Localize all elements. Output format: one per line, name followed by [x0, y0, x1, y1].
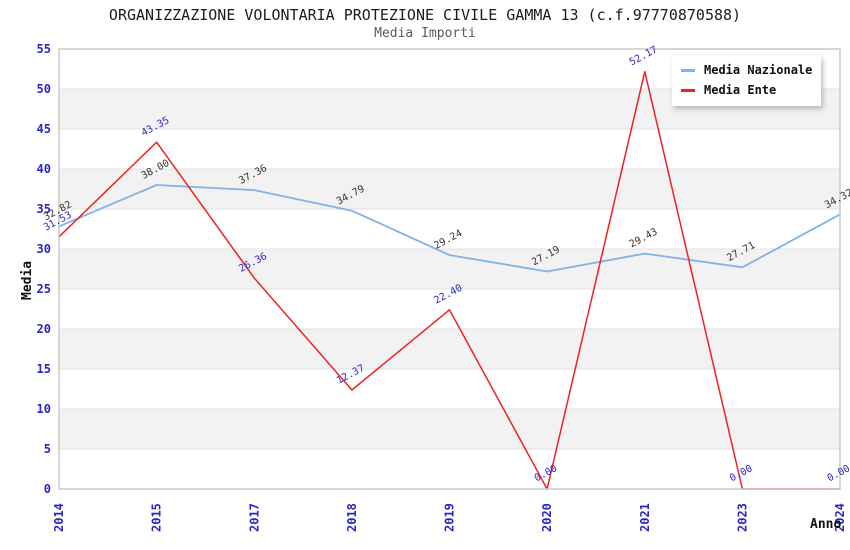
data-label-media-ente: 52.17: [628, 44, 660, 68]
data-label-media-ente: 0.00: [533, 463, 559, 484]
series-line-media-ente: [58, 70, 841, 490]
x-tick-label: 2024: [833, 503, 847, 532]
chart-subtitle: Media Importi: [374, 26, 476, 41]
grid-band: [59, 329, 840, 369]
y-tick-label: 50: [37, 82, 51, 96]
x-tick-label: 2019: [443, 503, 457, 532]
legend-entry-media-ente: Media Ente: [681, 80, 812, 100]
x-axis-title: Anno: [810, 517, 842, 532]
legend-label: Media Nazionale: [704, 63, 813, 77]
y-tick-label: 35: [37, 202, 51, 216]
x-tick-label: 2018: [345, 503, 359, 532]
y-tick-label: 40: [37, 162, 51, 176]
legend-label: Media Ente: [704, 83, 777, 97]
y-tick-label: 25: [37, 282, 51, 296]
data-label-media-ente: 0.00: [826, 463, 850, 484]
x-tick-label: 2020: [540, 503, 554, 532]
x-tick-label: 2023: [735, 503, 749, 532]
plot-border: [58, 48, 841, 490]
legend-line-sample-icon: [681, 68, 695, 72]
y-tick-label: 30: [37, 242, 51, 256]
x-tick-label: 2021: [638, 503, 652, 532]
y-tick-label: 0: [44, 482, 51, 496]
chart-title: ORGANIZZAZIONE VOLONTARIA PROTEZIONE CIV…: [108, 6, 742, 24]
x-tick-label: 2017: [247, 503, 261, 532]
y-tick-label: 55: [37, 42, 51, 56]
legend-entry-media-nazionale: Media Nazionale: [681, 60, 812, 80]
y-tick-label: 10: [37, 402, 51, 416]
y-tick-label: 45: [37, 122, 51, 136]
legend: Media Nazionale Media Ente: [672, 56, 822, 106]
data-label-media-nazionale: 29.43: [628, 226, 660, 250]
y-tick-label: 5: [44, 442, 51, 456]
x-tick-label: 2014: [52, 503, 66, 532]
grid-band: [59, 169, 840, 209]
grid-band: [59, 409, 840, 449]
y-tick-label: 20: [37, 322, 51, 336]
data-label-media-nazionale: 29.24: [432, 228, 464, 252]
legend-line-sample-icon: [681, 88, 695, 92]
y-tick-label: 15: [37, 362, 51, 376]
x-tick-label: 2015: [150, 503, 164, 532]
